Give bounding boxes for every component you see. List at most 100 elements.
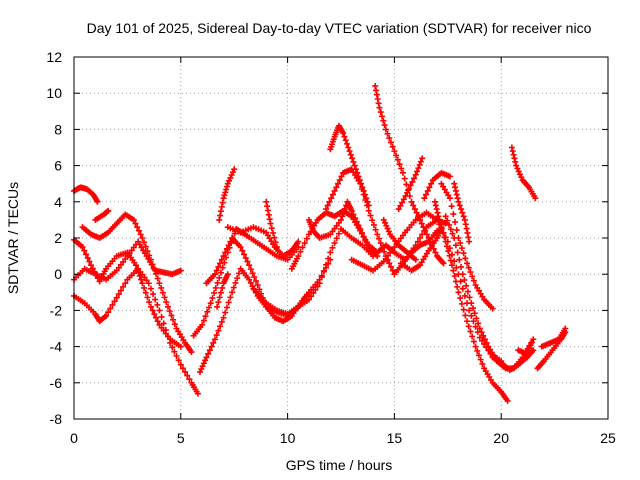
data-layer: [71, 82, 569, 404]
data-point: [159, 289, 166, 296]
data-point: [215, 327, 222, 334]
data-point: [379, 244, 386, 251]
data-point: [209, 295, 216, 302]
data-point: [466, 294, 473, 301]
data-point: [325, 255, 332, 262]
data-point: [151, 266, 158, 273]
data-point: [460, 213, 467, 220]
data-point: [416, 161, 423, 168]
data-point: [459, 209, 466, 216]
data-point: [509, 148, 516, 155]
data-point: [333, 184, 340, 191]
data-point: [423, 231, 430, 238]
data-point: [479, 360, 486, 367]
data-point: [399, 169, 406, 176]
data-point: [216, 216, 223, 223]
data-point: [323, 261, 330, 268]
data-point: [393, 152, 400, 159]
data-point: [380, 117, 387, 124]
x-tick-label: 5: [177, 430, 185, 446]
data-point: [408, 198, 415, 205]
data-point: [81, 247, 88, 254]
data-point: [234, 275, 241, 282]
data-point: [158, 284, 165, 291]
data-point: [351, 162, 358, 169]
data-point: [530, 347, 537, 354]
data-point: [425, 235, 432, 241]
data-point: [171, 321, 178, 328]
data-point: [222, 309, 229, 316]
data-point: [339, 213, 346, 220]
data-point: [230, 284, 237, 291]
data-point: [457, 240, 464, 247]
data-point: [480, 332, 487, 339]
data-point: [451, 273, 458, 280]
data-point: [144, 248, 151, 255]
y-tick-label: 8: [54, 121, 62, 137]
data-point: [211, 271, 218, 278]
data-point: [314, 283, 321, 290]
data-point: [115, 291, 122, 298]
data-point: [389, 143, 396, 150]
data-point: [472, 343, 479, 350]
data-point: [324, 202, 331, 209]
data-point: [433, 206, 440, 213]
data-point: [326, 198, 333, 205]
data-point: [177, 267, 184, 274]
data-point: [442, 213, 449, 220]
data-point: [374, 95, 381, 102]
data-point: [113, 294, 120, 301]
data-point: [412, 171, 419, 178]
series-arc-24: [421, 169, 453, 202]
data-point: [424, 187, 431, 194]
data-point: [459, 271, 466, 278]
data-point: [246, 276, 253, 283]
series-arc-10: [214, 271, 231, 310]
data-point: [212, 284, 219, 291]
data-point: [224, 271, 231, 278]
data-point: [395, 206, 402, 213]
data-point: [512, 158, 519, 165]
data-point: [206, 347, 213, 354]
series-arc-28: [451, 180, 473, 245]
data-point: [446, 195, 453, 202]
data-point: [415, 213, 422, 220]
data-point: [404, 189, 411, 196]
data-point: [335, 180, 342, 187]
data-point: [244, 258, 251, 265]
data-point: [147, 256, 154, 263]
data-point: [414, 168, 421, 175]
data-point: [107, 305, 114, 312]
data-point: [532, 195, 539, 202]
data-point: [419, 155, 426, 162]
data-point: [452, 242, 459, 249]
data-point: [387, 139, 394, 146]
data-point: [389, 267, 396, 274]
data-point: [434, 209, 441, 216]
data-point: [417, 216, 424, 223]
data-point: [341, 133, 348, 140]
data-point: [222, 249, 229, 256]
data-point: [358, 229, 365, 236]
series-arc-25: [431, 198, 511, 404]
data-point: [217, 208, 224, 215]
data-point: [207, 300, 214, 307]
data-point: [200, 317, 207, 324]
data-point: [413, 209, 420, 216]
x-tick-label: 10: [280, 430, 296, 446]
data-point: [316, 280, 323, 287]
y-tick-label: 12: [46, 49, 62, 65]
data-point: [122, 280, 129, 287]
data-point: [225, 299, 232, 306]
data-point: [446, 173, 453, 180]
data-point: [327, 249, 334, 256]
data-point: [150, 291, 157, 298]
data-point: [353, 218, 360, 225]
data-point: [458, 263, 465, 270]
axis-ticks: 0 5 10 15 20 25 -8 -6 -4 -2 0 2 4 6 8 10 12: [46, 49, 616, 446]
series-arc-14: [263, 198, 280, 251]
data-point: [405, 186, 412, 193]
data-point: [464, 288, 471, 295]
data-point: [352, 215, 359, 222]
data-point: [461, 276, 468, 283]
